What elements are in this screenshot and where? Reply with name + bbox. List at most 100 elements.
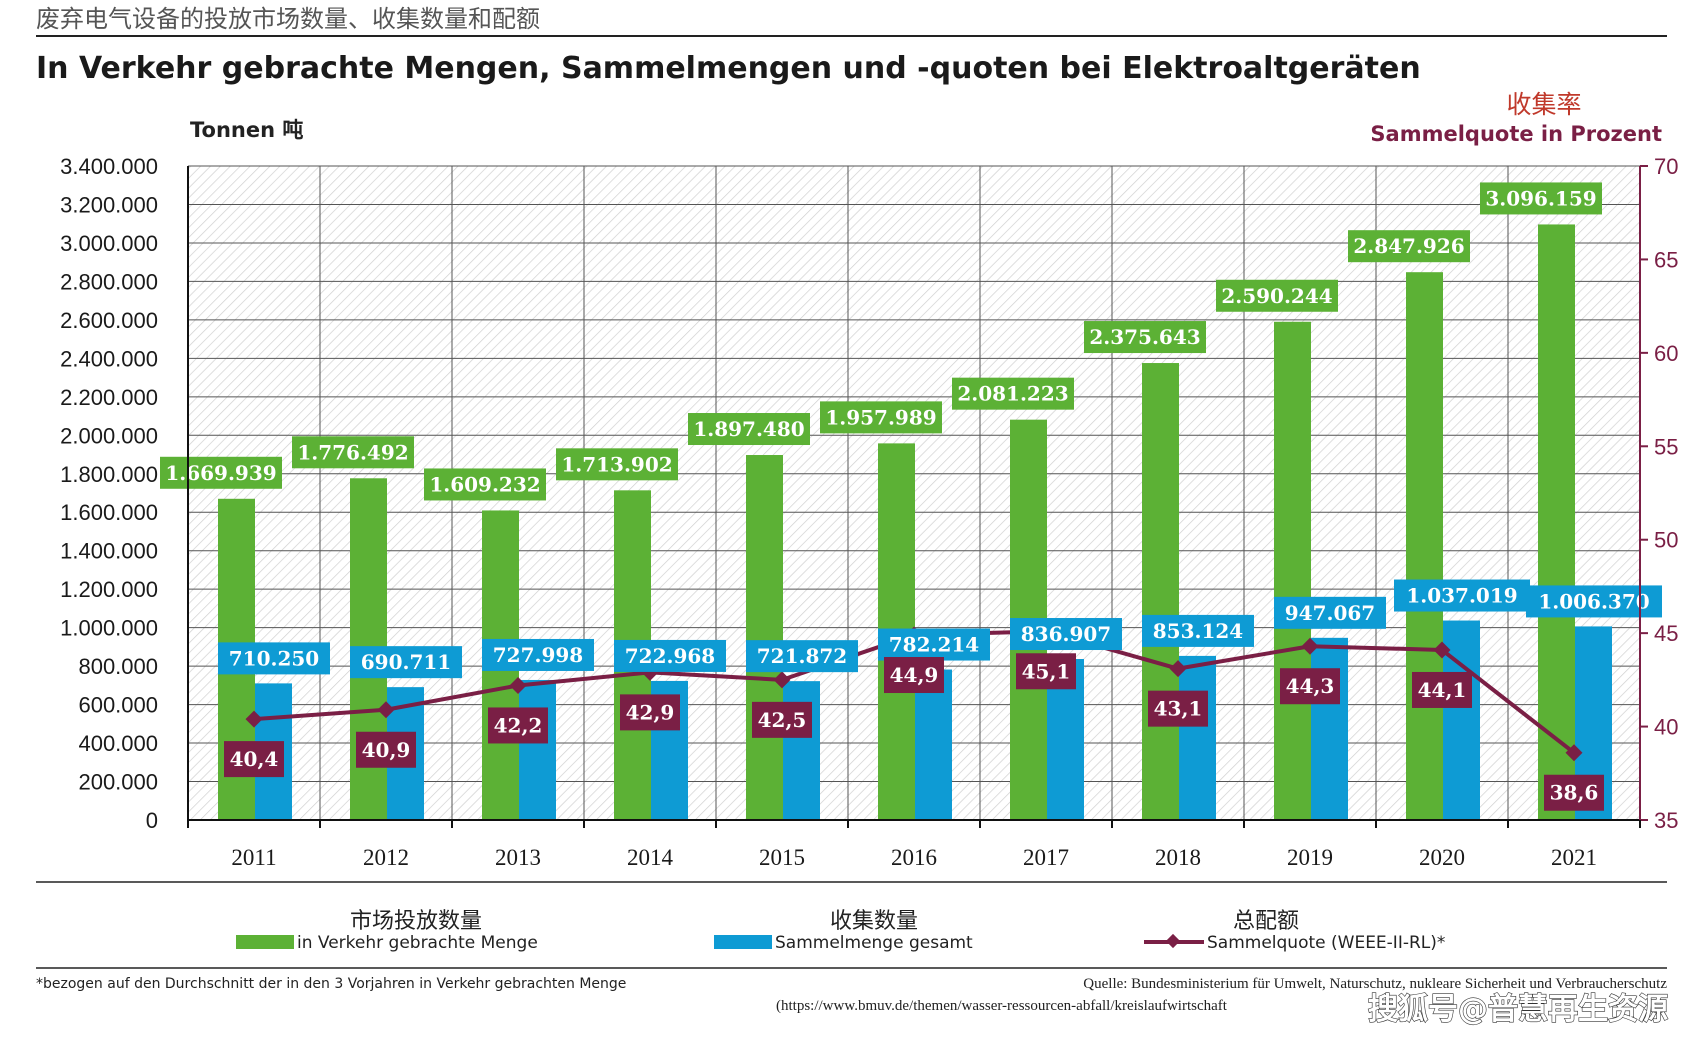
y-tick-label: 600.000	[78, 693, 158, 718]
data-label-market: 1.669.939	[160, 456, 282, 489]
data-label-rate-box	[1544, 774, 1604, 811]
data-label-collected-box	[1142, 614, 1254, 647]
legend-label-rate: Sammelquote (WEEE-II-RL)*	[1207, 933, 1445, 953]
data-label-rate-text: 44,3	[1286, 674, 1335, 698]
data-label-collected-text: 1.037.019	[1406, 584, 1517, 608]
y2-axis-title-de: Sammelquote in Prozent	[1370, 122, 1662, 146]
data-label-market-box	[688, 413, 810, 446]
data-label-rate: 42,9	[620, 694, 680, 731]
bar-market	[1538, 224, 1575, 821]
data-label-collected-text: 721.872	[757, 644, 847, 668]
x-tick-label: 2015	[759, 845, 805, 870]
legend-cn-collected: 收集数量	[830, 909, 918, 934]
data-label-rate-text: 45,1	[1022, 659, 1071, 683]
bar-market	[1406, 272, 1443, 820]
y-tick-label: 3.000.000	[60, 231, 158, 256]
y2-tick-label: 65	[1654, 247, 1678, 272]
x-tick-label: 2013	[495, 845, 541, 870]
rate-point	[1433, 641, 1451, 659]
y-tick-label: 200.000	[78, 770, 158, 795]
data-label-collected-text: 690.711	[361, 650, 451, 674]
x-tick-label: 2021	[1551, 845, 1597, 870]
legend-label-market: in Verkehr gebrachte Menge	[297, 933, 538, 953]
data-label-collected: 836.907	[1010, 618, 1122, 651]
data-label-rate-box	[356, 731, 416, 768]
data-label-market: 2.847.926	[1348, 230, 1470, 263]
data-label-market: 3.096.159	[1480, 182, 1602, 215]
rate-point	[245, 710, 263, 728]
rate-point	[1301, 637, 1319, 655]
data-label-collected-box	[1010, 618, 1122, 651]
legend: 市场投放数量 in Verkehr gebrachte Menge 收集数量 S…	[236, 909, 1445, 953]
bar-market	[746, 455, 783, 820]
data-label-market: 2.375.643	[1084, 321, 1206, 354]
x-tick-label: 2016	[891, 845, 937, 870]
y-axis-unit: Tonnen 吨	[190, 118, 303, 142]
data-label-rate-text: 38,6	[1550, 781, 1599, 805]
source-url: (https://www.bmuv.de/themen/wasser-resso…	[776, 998, 1228, 1014]
data-label-market-box	[1348, 230, 1470, 263]
y-tick-label: 800.000	[78, 654, 158, 679]
data-label-rate-box	[620, 694, 680, 731]
data-label-market-text: 2.590.244	[1221, 284, 1332, 308]
x-tick-label: 2011	[231, 845, 276, 870]
y2-tick-label: 35	[1654, 808, 1678, 833]
data-label-rate-box	[752, 701, 812, 738]
legend-swatch-market	[236, 935, 294, 949]
data-label-market: 1.609.232	[424, 468, 546, 501]
y-tick-label: 3.400.000	[60, 154, 158, 179]
y2-tick-label: 70	[1654, 154, 1678, 179]
series-placed-on-market	[218, 224, 1575, 821]
data-label-collected-box	[1394, 579, 1530, 612]
legend-cn-market: 市场投放数量	[350, 909, 482, 934]
data-label-collected: 727.998	[482, 638, 594, 671]
y2-tick-label: 60	[1654, 341, 1678, 366]
data-label-collected: 690.711	[350, 646, 462, 679]
data-label-collected: 710.250	[218, 642, 330, 675]
x-tick-label: 2019	[1287, 845, 1333, 870]
data-label-collected-box	[614, 639, 726, 672]
labels-collected: 710.250 690.711 727.998 722.968 721.872 782.2…	[218, 579, 1662, 679]
data-label-market-box	[292, 436, 414, 469]
data-label-market-text: 1.957.989	[825, 405, 936, 429]
source-credit: Quelle: Bundesministerium für Umwelt, Na…	[1083, 976, 1667, 992]
data-label-rate: 42,5	[752, 701, 812, 738]
bar-collected	[519, 679, 556, 820]
data-label-market-box	[1216, 279, 1338, 312]
rate-point	[1169, 660, 1187, 678]
y-tick-label: 2.000.000	[60, 423, 158, 448]
data-label-rate-text: 42,9	[626, 700, 675, 724]
y-tick-label: 3.200.000	[60, 192, 158, 217]
y-tick-label: 0	[146, 808, 158, 833]
data-label-market: 1.957.989	[820, 401, 942, 434]
data-label-market-box	[1480, 182, 1602, 215]
data-label-rate: 44,9	[884, 657, 944, 694]
data-label-market-text: 1.669.939	[165, 461, 276, 485]
data-label-collected-text: 722.968	[625, 644, 715, 668]
data-label-market-box	[952, 377, 1074, 410]
labels-collection-rate: 40,4 40,9 42,2 42,9 42,5 44,9 45,1 43,1 44,3 44,1…	[224, 653, 1604, 811]
data-label-rate-box	[884, 657, 944, 694]
y-tick-label: 2.200.000	[60, 385, 158, 410]
rate-point	[509, 676, 527, 694]
legend-cn-rate: 总配额	[1233, 909, 1299, 934]
data-label-market: 2.590.244	[1216, 279, 1338, 312]
bar-market	[1274, 321, 1311, 820]
rate-point	[773, 671, 791, 689]
data-label-collected-box	[746, 640, 858, 673]
data-label-collected-text: 727.998	[493, 643, 583, 667]
data-label-rate: 45,1	[1016, 653, 1076, 690]
data-label-market-text: 2.081.223	[957, 382, 1068, 406]
data-label-market-box	[556, 448, 678, 481]
data-label-rate-text: 42,5	[758, 708, 807, 732]
data-label-rate: 44,1	[1412, 671, 1472, 708]
data-label-market: 2.081.223	[952, 377, 1074, 410]
x-tick-label: 2014	[627, 845, 674, 870]
legend-swatch-collected	[714, 935, 772, 949]
y2-tick-label: 45	[1654, 621, 1678, 646]
bar-collected	[1311, 637, 1348, 820]
data-label-market-text: 2.375.643	[1089, 325, 1200, 349]
data-label-market: 1.713.902	[556, 448, 678, 481]
data-label-collected: 1.037.019	[1394, 579, 1530, 612]
